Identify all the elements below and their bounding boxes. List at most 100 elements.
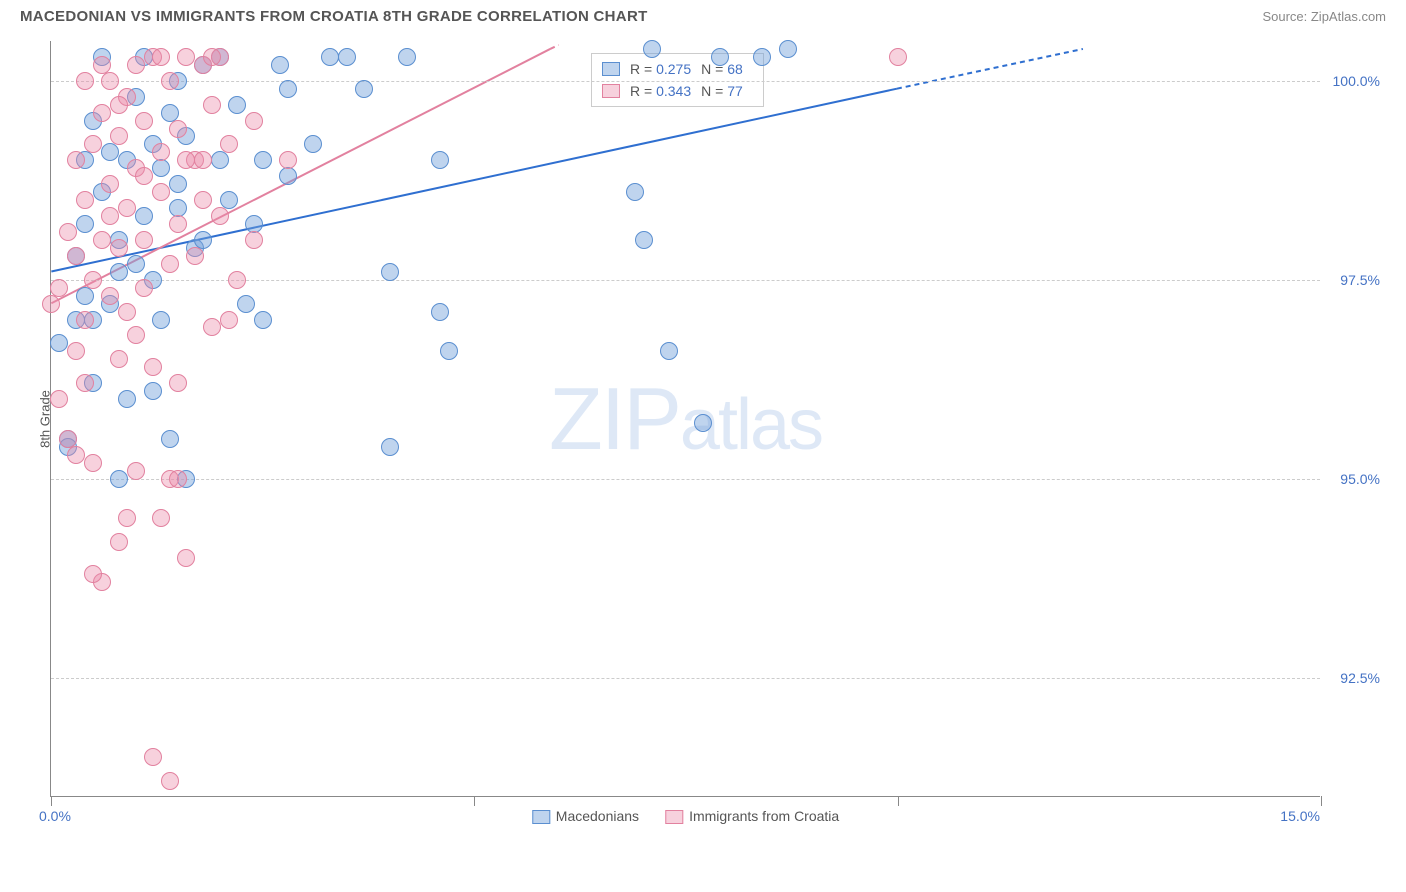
scatter-point-croatia [152, 48, 170, 66]
y-tick-label: 100.0% [1333, 73, 1380, 89]
scatter-point-macedonians [381, 438, 399, 456]
scatter-point-croatia [144, 358, 162, 376]
scatter-point-croatia [177, 549, 195, 567]
series-swatch-2 [602, 84, 620, 98]
scatter-point-macedonians [271, 56, 289, 74]
r-value-2: 0.343 [656, 83, 691, 99]
x-tick-label-max: 15.0% [1280, 808, 1320, 824]
scatter-point-macedonians [779, 40, 797, 58]
scatter-point-croatia [203, 96, 221, 114]
x-tick-label-min: 0.0% [39, 808, 71, 824]
scatter-point-macedonians [279, 167, 297, 185]
source-attribution: Source: ZipAtlas.com [1262, 9, 1386, 24]
scatter-point-macedonians [211, 151, 229, 169]
scatter-point-croatia [67, 446, 85, 464]
scatter-point-croatia [127, 326, 145, 344]
scatter-point-macedonians [237, 295, 255, 313]
scatter-point-croatia [177, 48, 195, 66]
legend-item-2: Immigrants from Croatia [665, 808, 839, 824]
scatter-point-croatia [186, 247, 204, 265]
scatter-point-croatia [245, 112, 263, 130]
chart-container: 8th Grade ZIPatlas R = 0.275N = 68 R = 0… [20, 29, 1386, 841]
scatter-point-croatia [203, 48, 221, 66]
scatter-point-croatia [101, 72, 119, 90]
scatter-point-croatia [135, 231, 153, 249]
scatter-point-croatia [50, 279, 68, 297]
scatter-point-macedonians [254, 151, 272, 169]
scatter-point-croatia [101, 287, 119, 305]
scatter-point-croatia [118, 199, 136, 217]
scatter-point-croatia [84, 271, 102, 289]
scatter-point-croatia [76, 374, 94, 392]
scatter-point-macedonians [101, 143, 119, 161]
legend-swatch-2 [665, 810, 683, 824]
chart-title: MACEDONIAN VS IMMIGRANTS FROM CROATIA 8T… [20, 8, 648, 25]
scatter-point-macedonians [635, 231, 653, 249]
scatter-point-croatia [127, 56, 145, 74]
scatter-point-macedonians [228, 96, 246, 114]
scatter-point-macedonians [338, 48, 356, 66]
scatter-point-croatia [279, 151, 297, 169]
watermark: ZIPatlas [549, 368, 822, 470]
scatter-point-croatia [228, 271, 246, 289]
scatter-point-croatia [67, 247, 85, 265]
scatter-point-croatia [203, 318, 221, 336]
scatter-point-croatia [161, 255, 179, 273]
scatter-point-croatia [152, 143, 170, 161]
scatter-point-croatia [84, 565, 102, 583]
scatter-point-croatia [118, 303, 136, 321]
chart-header: MACEDONIAN VS IMMIGRANTS FROM CROATIA 8T… [0, 0, 1406, 29]
scatter-point-croatia [93, 56, 111, 74]
correlation-row-2: R = 0.343N = 77 [602, 80, 753, 102]
scatter-point-macedonians [152, 159, 170, 177]
scatter-point-croatia [169, 215, 187, 233]
series-legend: Macedonians Immigrants from Croatia [532, 808, 839, 824]
scatter-point-macedonians [398, 48, 416, 66]
scatter-point-croatia [59, 223, 77, 241]
scatter-point-macedonians [643, 40, 661, 58]
legend-label-2: Immigrants from Croatia [689, 808, 839, 824]
legend-item-1: Macedonians [532, 808, 639, 824]
scatter-point-croatia [93, 231, 111, 249]
scatter-point-macedonians [127, 255, 145, 273]
scatter-point-croatia [169, 374, 187, 392]
scatter-point-croatia [67, 342, 85, 360]
scatter-point-macedonians [152, 311, 170, 329]
scatter-point-croatia [101, 207, 119, 225]
scatter-point-croatia [220, 135, 238, 153]
scatter-point-croatia [177, 151, 195, 169]
scatter-point-croatia [161, 72, 179, 90]
scatter-point-croatia [110, 350, 128, 368]
x-tick [51, 796, 52, 806]
scatter-point-macedonians [304, 135, 322, 153]
scatter-point-croatia [127, 462, 145, 480]
scatter-point-macedonians [753, 48, 771, 66]
scatter-point-croatia [135, 167, 153, 185]
scatter-point-macedonians [440, 342, 458, 360]
scatter-point-croatia [110, 127, 128, 145]
r-label-1: R = [630, 61, 652, 77]
scatter-point-croatia [194, 191, 212, 209]
scatter-point-croatia [169, 470, 187, 488]
scatter-point-croatia [84, 135, 102, 153]
y-tick-label: 92.5% [1340, 670, 1380, 686]
gridline [51, 678, 1320, 679]
scatter-point-croatia [169, 120, 187, 138]
legend-label-1: Macedonians [556, 808, 639, 824]
scatter-point-croatia [110, 239, 128, 257]
scatter-point-macedonians [76, 287, 94, 305]
scatter-point-croatia [889, 48, 907, 66]
scatter-point-macedonians [431, 151, 449, 169]
scatter-point-macedonians [694, 414, 712, 432]
scatter-point-croatia [93, 104, 111, 122]
y-tick-label: 97.5% [1340, 272, 1380, 288]
gridline [51, 479, 1320, 480]
scatter-point-croatia [194, 151, 212, 169]
scatter-point-croatia [84, 454, 102, 472]
scatter-point-croatia [76, 191, 94, 209]
n-value-1: 68 [727, 61, 743, 77]
scatter-point-macedonians [118, 390, 136, 408]
scatter-point-croatia [144, 748, 162, 766]
scatter-point-croatia [110, 533, 128, 551]
n-value-2: 77 [727, 83, 743, 99]
